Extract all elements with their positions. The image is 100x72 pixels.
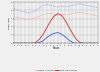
X-axis label: Hours: Hours: [52, 46, 60, 50]
Legend: summer consumption, winter consumption, summer solar production, winter solar pr: summer consumption, winter consumption, …: [35, 69, 77, 72]
Y-axis label: Power (kW): Power (kW): [9, 17, 10, 29]
